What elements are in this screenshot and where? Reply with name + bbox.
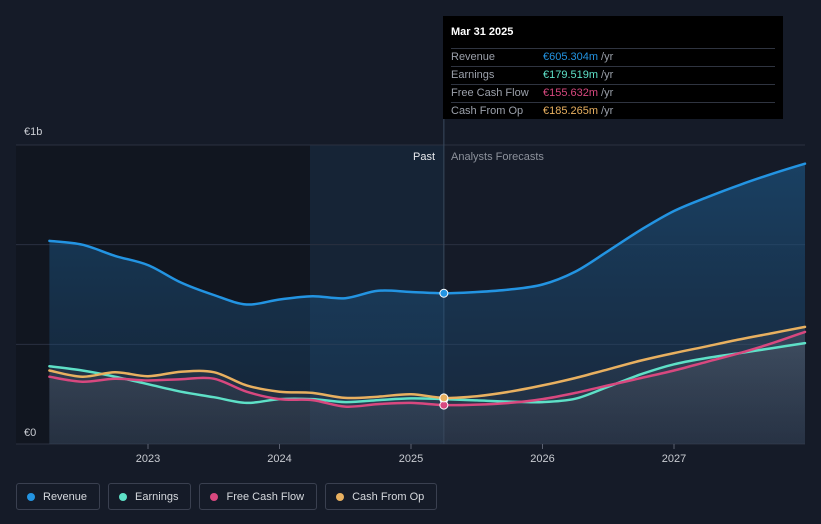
revenue-marker	[439, 288, 449, 298]
revenue-dot-icon	[27, 492, 35, 501]
tooltip-label: Earnings	[451, 69, 495, 81]
x-tick-label: 2026	[530, 453, 554, 465]
y-axis-top-label: €1b	[24, 126, 42, 138]
tooltip: Mar 31 2025 Revenue €605.304m /yr Earnin…	[443, 16, 783, 119]
free-cash-flow-line	[48, 330, 807, 408]
legend: Revenue Earnings Free Cash Flow Cash Fro…	[16, 483, 445, 510]
tooltip-label: Cash From Op	[451, 105, 524, 117]
legend-label: Free Cash Flow	[226, 490, 305, 503]
tooltip-unit: /yr	[601, 87, 614, 99]
earnings-dot-icon	[119, 492, 128, 501]
free-cash-flow-dot-icon	[210, 492, 219, 501]
tooltip-row-free-cash-flow: Free Cash Flow €155.632m /yr	[451, 84, 775, 102]
x-tick-label: 2027	[662, 453, 686, 465]
tooltip-label: Revenue	[451, 51, 496, 63]
cash-from-op-dot-icon	[336, 492, 345, 501]
legend-item-cash-from-op[interactable]: Cash From Op	[325, 483, 438, 510]
legend-item-free-cash-flow[interactable]: Free Cash Flow	[199, 483, 318, 510]
tooltip-date: Mar 31 2025	[451, 26, 514, 38]
x-tick-label: 2024	[267, 453, 291, 465]
y-axis-bottom-label: €0	[24, 427, 36, 439]
tooltip-unit: /yr	[601, 69, 614, 81]
revenue-line	[48, 162, 807, 306]
legend-label: Cash From Op	[352, 490, 425, 503]
x-tick-label: 2023	[136, 453, 160, 465]
tooltip-label: Free Cash Flow	[451, 87, 529, 99]
cash-from-op-line	[48, 325, 807, 400]
legend-label: Revenue	[43, 490, 88, 503]
tooltip-value: €155.632m	[543, 87, 599, 99]
legend-item-revenue[interactable]: Revenue	[16, 483, 101, 510]
tooltip-row-revenue: Revenue €605.304m /yr	[451, 48, 775, 66]
tooltip-row-cash-from-op: Cash From Op €185.265m /yr	[451, 102, 775, 120]
cash-from-op-area	[49, 326, 805, 444]
tooltip-value: €179.519m	[543, 69, 599, 81]
legend-item-earnings[interactable]: Earnings	[108, 483, 192, 510]
x-tick-label: 2025	[399, 453, 423, 465]
tooltip-value: €185.265m	[543, 105, 599, 117]
tooltip-row-earnings: Earnings €179.519m /yr	[451, 66, 775, 84]
forecast-label: Analysts Forecasts	[451, 151, 544, 163]
cash-from-op-marker	[439, 393, 449, 403]
legend-label: Earnings	[135, 490, 179, 503]
tooltip-unit: /yr	[601, 51, 614, 63]
earnings-line	[48, 341, 807, 405]
tooltip-value: €605.304m	[543, 51, 599, 63]
tooltip-unit: /yr	[601, 105, 614, 117]
past-label: Past	[413, 151, 435, 163]
